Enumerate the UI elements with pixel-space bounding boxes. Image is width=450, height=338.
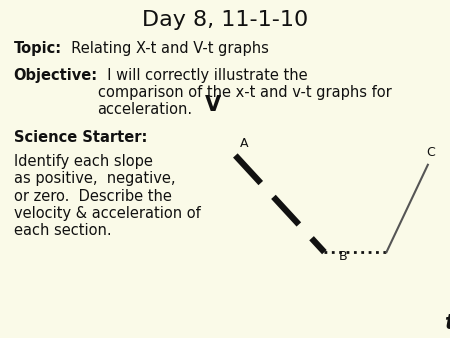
Text: Science Starter:: Science Starter: — [14, 130, 147, 145]
Text: t: t — [445, 314, 450, 334]
Text: A: A — [239, 137, 248, 150]
Text: Topic:: Topic: — [14, 41, 62, 55]
Text: Relating X-t and V-t graphs: Relating X-t and V-t graphs — [62, 41, 269, 55]
Text: Day 8, 11-1-10: Day 8, 11-1-10 — [142, 10, 308, 30]
Text: Identify each slope
as positive,  negative,
or zero.  Describe the
velocity & ac: Identify each slope as positive, negativ… — [14, 154, 200, 238]
Text: Objective:: Objective: — [14, 68, 98, 82]
Text: C: C — [426, 146, 435, 159]
Text: I will correctly illustrate the
comparison of the x-t and v-t graphs for
acceler: I will correctly illustrate the comparis… — [98, 68, 392, 117]
Text: B: B — [339, 250, 347, 263]
Text: V: V — [204, 95, 220, 115]
